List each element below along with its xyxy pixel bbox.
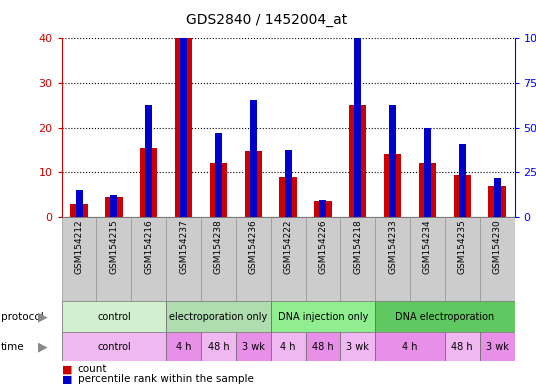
Bar [419,164,436,217]
Bar [375,301,515,332]
Bar [145,105,152,217]
Bar [250,100,257,217]
Text: GSM154235: GSM154235 [458,220,467,274]
Text: GSM154238: GSM154238 [214,220,223,274]
Bar [314,201,332,217]
Text: electroporation only: electroporation only [169,312,267,322]
Bar [62,332,166,361]
Text: GSM154237: GSM154237 [179,220,188,274]
Text: 3 wk: 3 wk [346,341,369,352]
Bar [410,217,445,301]
Text: protocol: protocol [1,312,44,322]
Text: DNA electroporation: DNA electroporation [395,312,495,322]
Text: percentile rank within the sample: percentile rank within the sample [78,374,254,384]
Bar [285,150,292,217]
Bar [494,178,501,217]
Text: DNA injection only: DNA injection only [278,312,368,322]
Text: 48 h: 48 h [312,341,334,352]
Bar [201,332,236,361]
Bar [70,204,88,217]
Text: GSM154234: GSM154234 [423,220,432,274]
Text: 48 h: 48 h [207,341,229,352]
Bar [76,190,83,217]
Bar [375,217,410,301]
Text: ▶: ▶ [38,340,47,353]
Text: control: control [97,341,131,352]
Text: 4 h: 4 h [403,341,418,352]
Bar [175,38,192,217]
Bar [166,332,201,361]
Bar [375,332,445,361]
Text: GSM154226: GSM154226 [318,220,327,274]
Text: 4 h: 4 h [176,341,191,352]
Bar [306,217,340,301]
Bar [445,217,480,301]
Bar [96,217,131,301]
Text: GSM154218: GSM154218 [353,220,362,274]
Text: ■: ■ [62,364,72,374]
Bar [480,332,515,361]
Bar [384,154,401,217]
Bar [389,105,396,217]
Bar [453,175,471,217]
Text: GSM154236: GSM154236 [249,220,258,274]
Text: ■: ■ [62,374,72,384]
Bar [340,217,375,301]
Bar [271,301,375,332]
Bar [445,332,480,361]
Text: 4 h: 4 h [280,341,296,352]
Bar [166,217,201,301]
Bar [62,301,166,332]
Bar [110,195,117,217]
Bar [480,217,515,301]
Text: time: time [1,341,25,352]
Text: 48 h: 48 h [451,341,473,352]
Bar [201,217,236,301]
Bar [306,332,340,361]
Text: GSM154216: GSM154216 [144,220,153,274]
Bar [236,332,271,361]
Text: GSM154215: GSM154215 [109,220,118,274]
Bar [140,148,158,217]
Bar [279,177,297,217]
Bar [210,164,227,217]
Bar [105,197,123,217]
Bar [340,332,375,361]
Bar [244,151,262,217]
Text: ▶: ▶ [38,310,47,323]
Bar [271,332,306,361]
Bar [62,217,96,301]
Bar [180,0,187,217]
Text: 3 wk: 3 wk [486,341,509,352]
Bar [319,200,326,217]
Text: GSM154212: GSM154212 [75,220,84,274]
Bar [131,217,166,301]
Bar [271,217,306,301]
Text: GSM154222: GSM154222 [284,220,293,274]
Text: GDS2840 / 1452004_at: GDS2840 / 1452004_at [186,13,347,27]
Bar [424,127,431,217]
Text: count: count [78,364,107,374]
Bar [459,144,466,217]
Bar [236,217,271,301]
Bar [166,301,271,332]
Text: GSM154230: GSM154230 [493,220,502,274]
Bar [349,105,367,217]
Bar [215,133,222,217]
Text: 3 wk: 3 wk [242,341,265,352]
Text: GSM154233: GSM154233 [388,220,397,274]
Bar [488,186,506,217]
Text: control: control [97,312,131,322]
Bar [354,33,361,217]
